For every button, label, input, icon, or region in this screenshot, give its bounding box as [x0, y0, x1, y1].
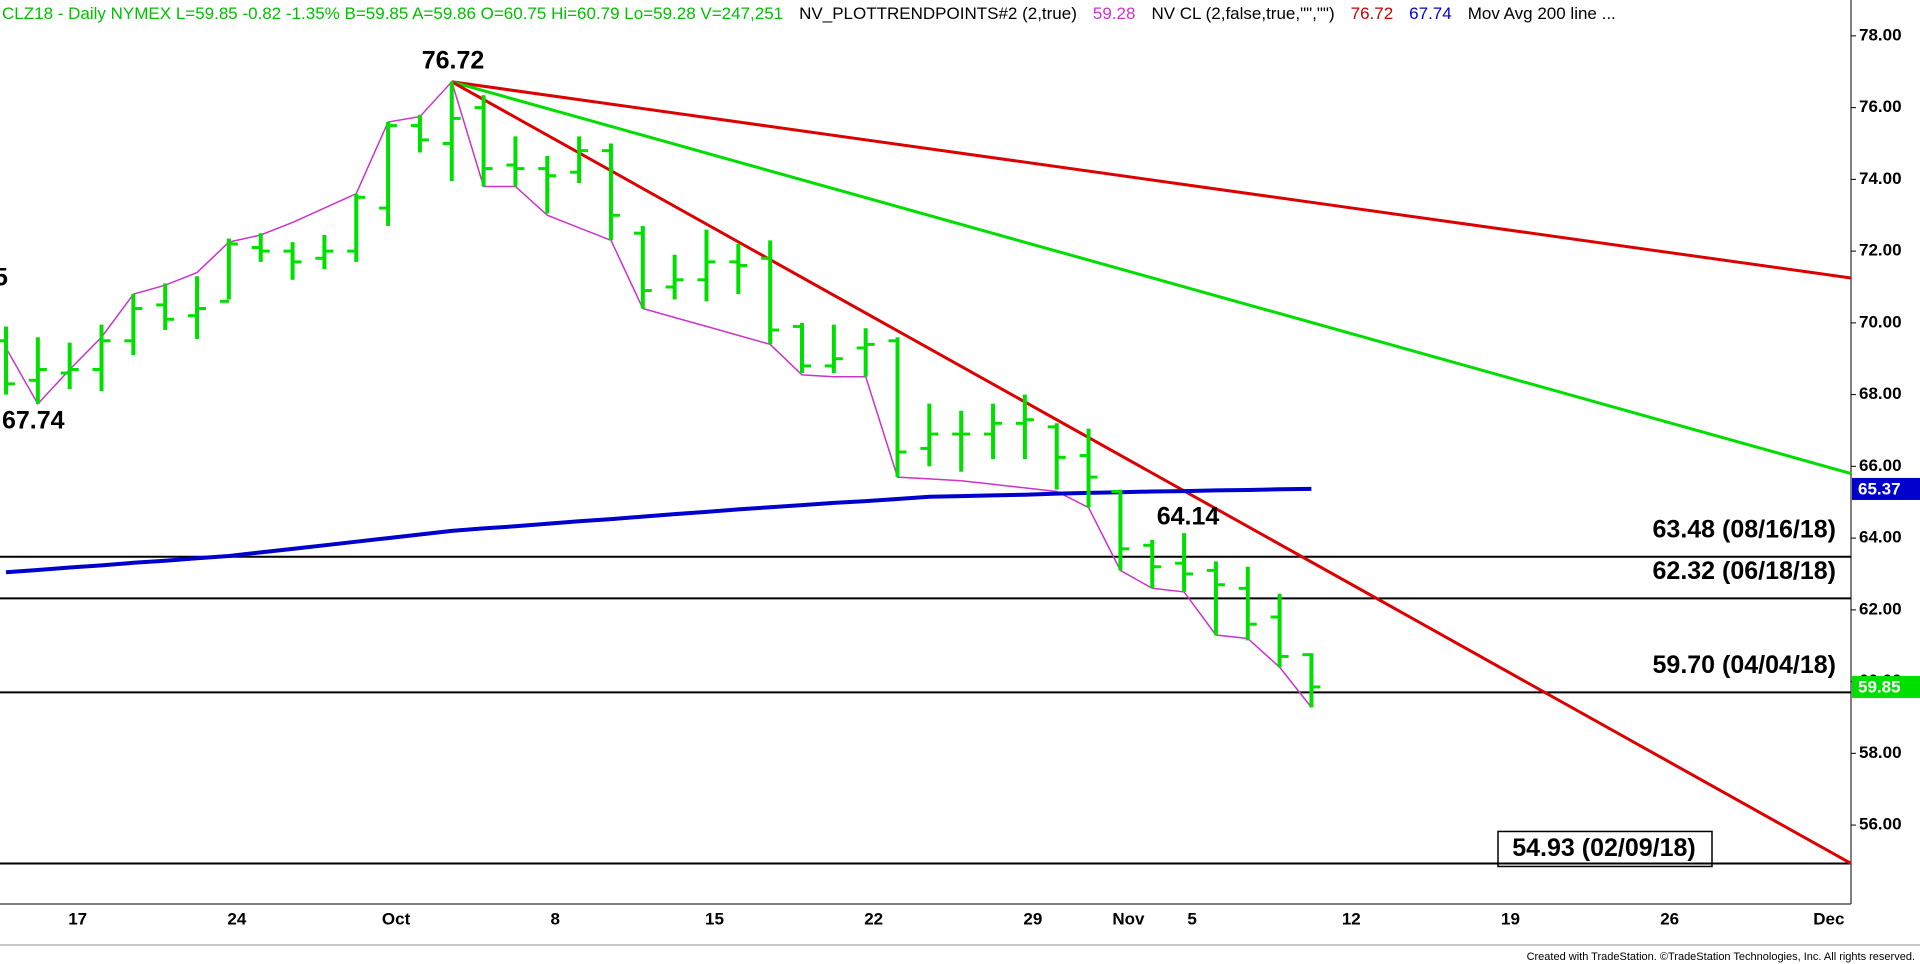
trendline: [451, 80, 1852, 865]
y-tick-label: 72.00: [1859, 241, 1902, 260]
x-tick-label: 19: [1501, 909, 1520, 928]
x-tick-label: Oct: [382, 909, 411, 928]
x-tick-label: 26: [1660, 909, 1679, 928]
price-flag-label: 65.37: [1858, 479, 1901, 498]
y-tick-label: 78.00: [1859, 25, 1902, 44]
indicator-line: [5, 80, 1312, 708]
x-tick-label: Nov: [1112, 909, 1145, 928]
y-tick-label: 70.00: [1859, 312, 1902, 331]
annotation: 64.14: [1157, 503, 1220, 531]
trendline: [451, 80, 1852, 475]
x-tick-label: 24: [227, 909, 246, 928]
y-tick-label: 62.00: [1859, 599, 1902, 618]
y-tick-label: 74.00: [1859, 169, 1902, 188]
y-tick-label: 76.00: [1859, 97, 1902, 116]
y-tick-label: 64.00: [1859, 528, 1902, 547]
y-tick-label: 58.00: [1859, 743, 1902, 762]
annotation: 5: [0, 264, 8, 292]
header-item: 67.74: [1409, 4, 1452, 23]
level-label: 59.70 (04/04/18): [1653, 651, 1836, 679]
x-tick-label: 15: [705, 909, 724, 928]
header-item: 59.28: [1093, 4, 1136, 23]
y-tick-label: 66.00: [1859, 456, 1902, 475]
header-item: NV CL (2,false,true,"",""): [1151, 4, 1334, 23]
x-tick-label: 22: [864, 909, 883, 928]
level-label: 54.93 (02/09/18): [1512, 834, 1695, 862]
x-tick-label: 17: [68, 909, 87, 928]
indicator-line: [5, 486, 1312, 575]
header-item: 76.72: [1351, 4, 1394, 23]
y-tick-label: 56.00: [1859, 815, 1902, 834]
trendline: [451, 80, 1852, 280]
annotation: 76.72: [422, 47, 485, 75]
x-tick-label: 5: [1187, 909, 1196, 928]
plot-area: 56.0058.0060.0062.0064.0066.0068.0070.00…: [0, 0, 1920, 928]
price-flag: [1852, 477, 1920, 500]
level-label: 63.48 (08/16/18): [1653, 515, 1836, 543]
header-item: CLZ18 - Daily NYMEX L=59.85 -0.82 -1.35%…: [2, 4, 783, 23]
level-label-box: [1497, 830, 1713, 868]
y-tick-label: 68.00: [1859, 384, 1902, 403]
chart-header: CLZ18 - Daily NYMEX L=59.85 -0.82 -1.35%…: [2, 4, 1616, 23]
price-flag-label: 59.85: [1858, 677, 1901, 696]
header-item: Mov Avg 200 line ...: [1468, 4, 1616, 23]
price-flag: [1852, 675, 1920, 698]
annotation: 67.74: [2, 407, 65, 435]
x-tick-label: 12: [1342, 909, 1361, 928]
header-item: NV_PLOTTRENDPOINTS#2 (2,true): [799, 4, 1077, 23]
x-tick-label: Dec: [1813, 909, 1844, 928]
x-tick-label: 8: [551, 909, 560, 928]
footer: Created with TradeStation. ©TradeStation…: [1527, 951, 1915, 963]
x-tick-label: 29: [1023, 909, 1042, 928]
level-label: 62.32 (06/18/18): [1653, 557, 1836, 585]
